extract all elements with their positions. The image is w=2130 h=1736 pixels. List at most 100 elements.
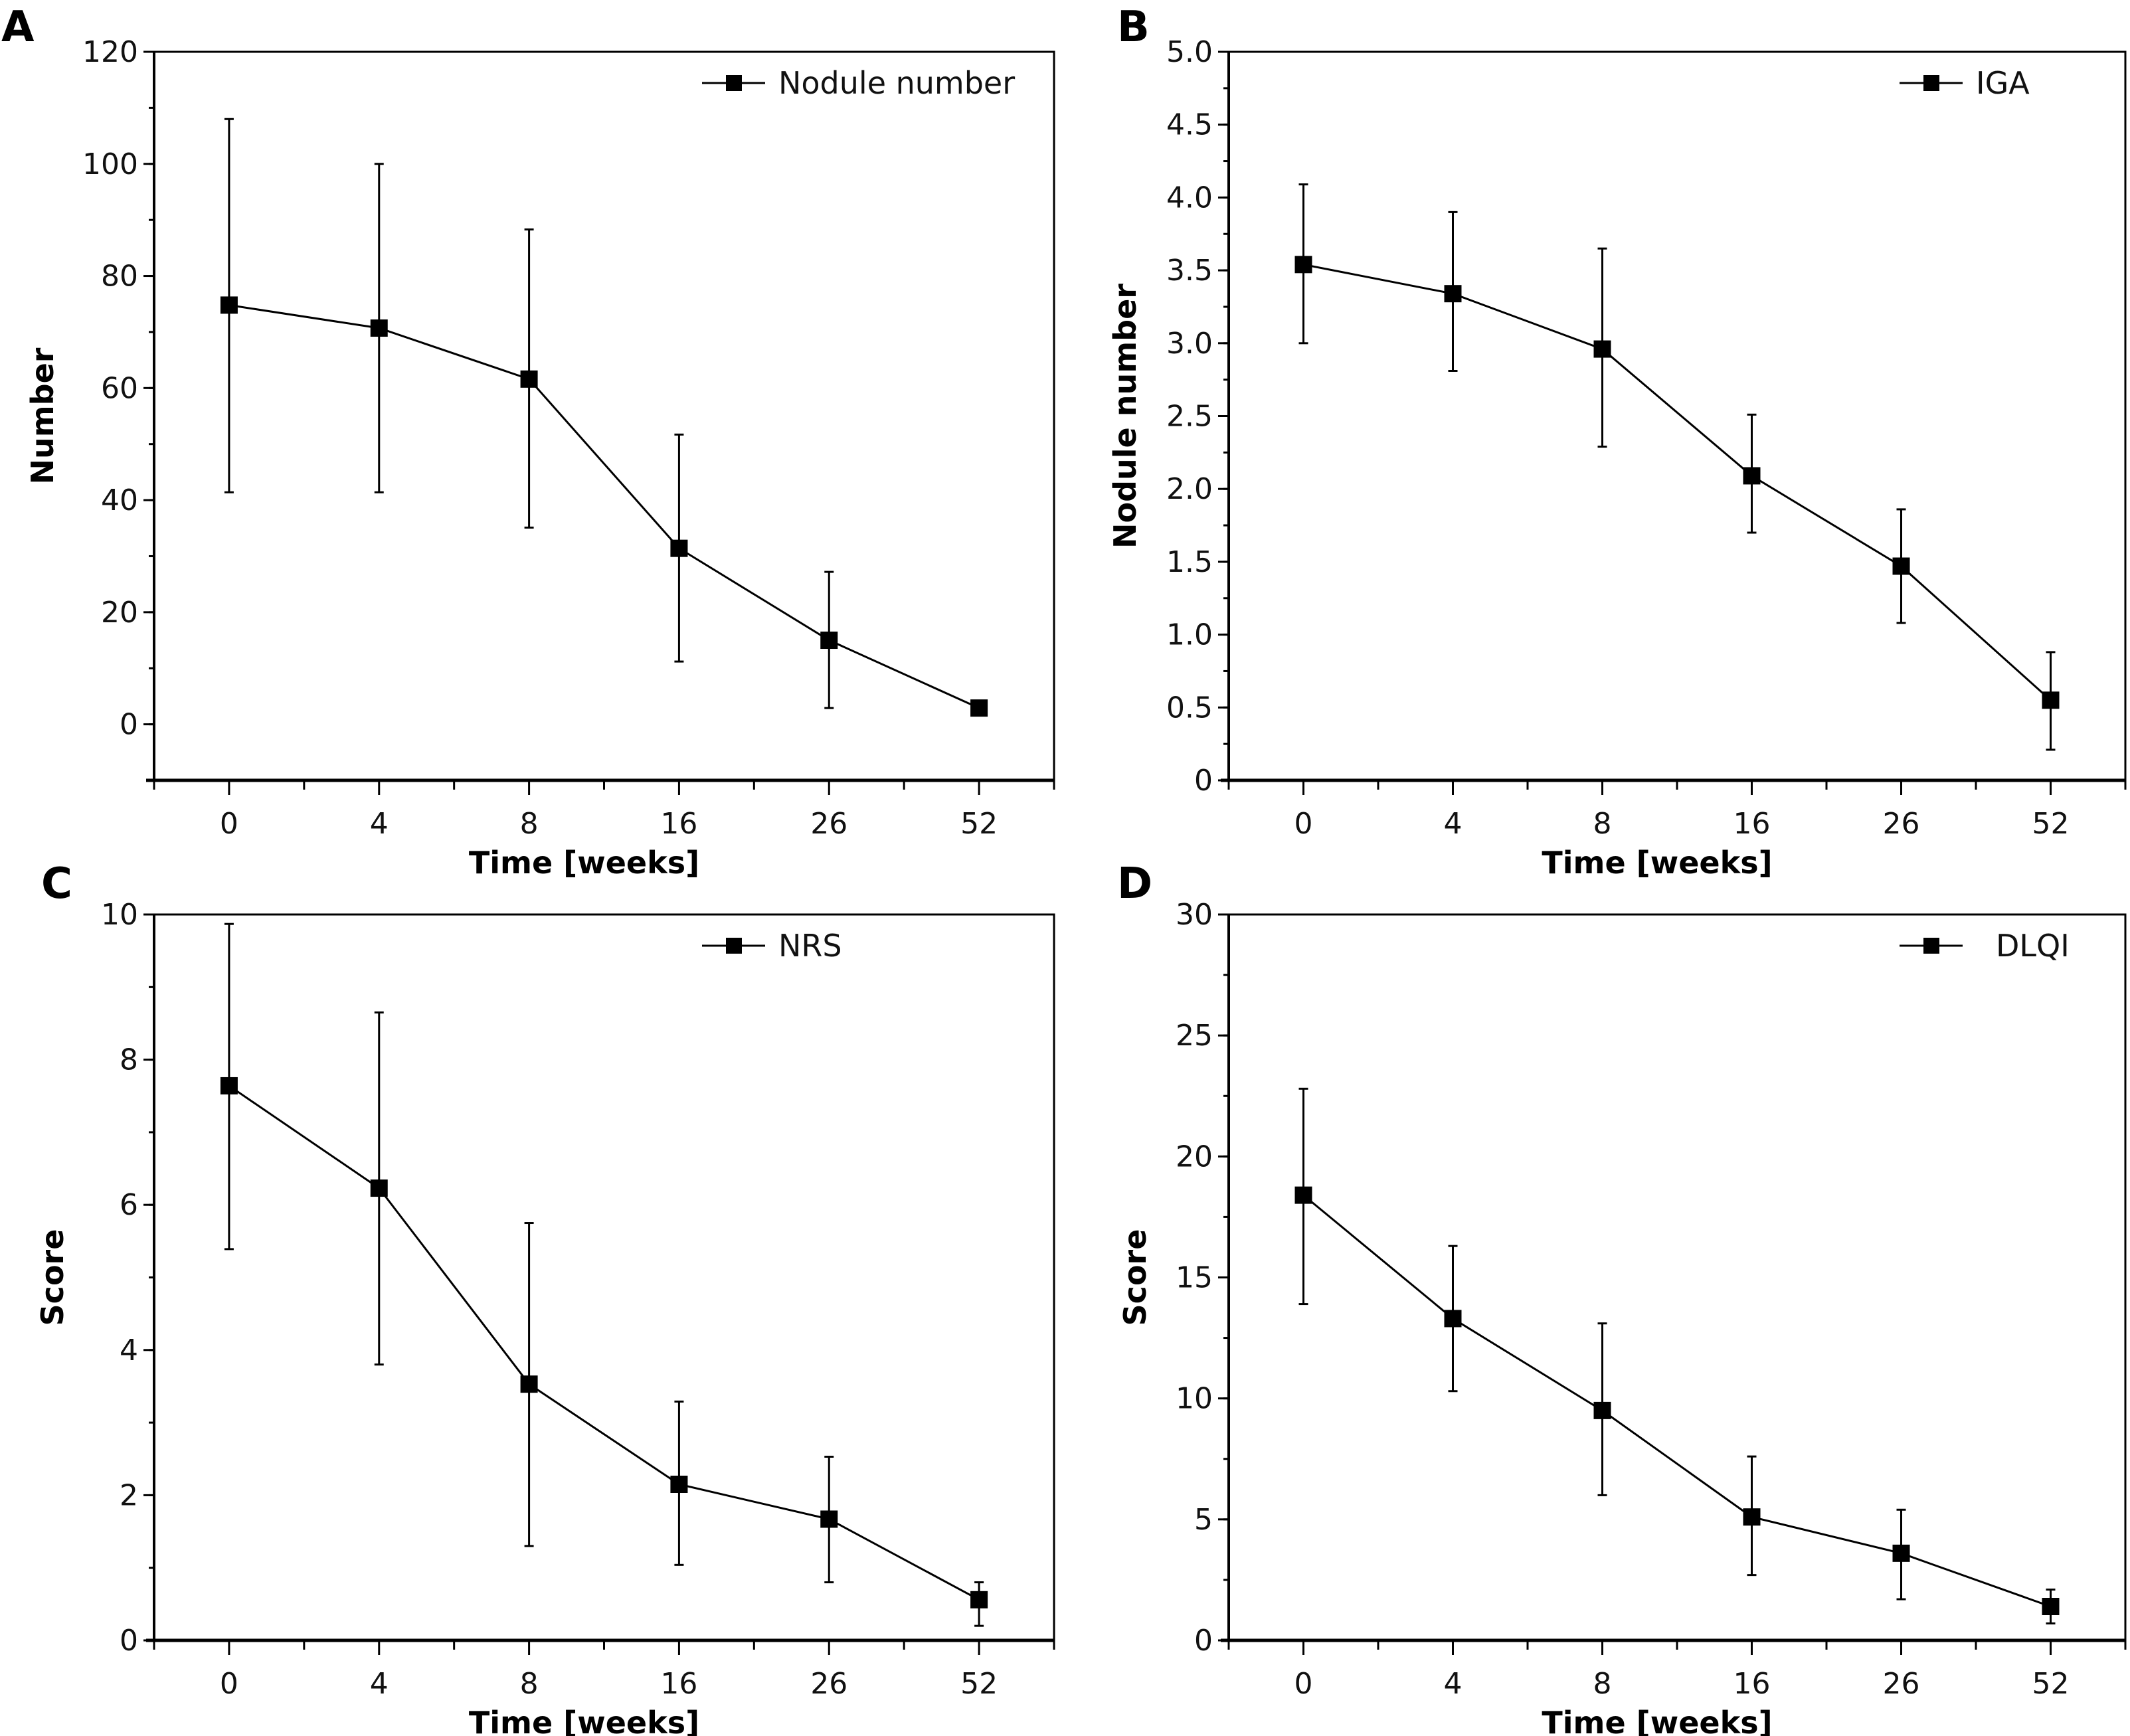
y-tick-label: 2.0 [1166, 472, 1213, 506]
legend-label: Nodule number [778, 65, 1015, 101]
data-point-marker [220, 1077, 238, 1094]
y-tick-label: 15 [1176, 1261, 1213, 1295]
y-tick-label: 10 [101, 898, 138, 932]
x-tick-label: 4 [370, 1667, 389, 1701]
y-tick-label: 120 [82, 35, 138, 69]
data-point-marker [1444, 1310, 1462, 1328]
plot-frame [1227, 50, 2127, 782]
data-point-marker [1444, 285, 1462, 303]
y-tick-label: 4.5 [1166, 108, 1213, 142]
y-tick-label: 0 [120, 1624, 138, 1658]
panel-c: C 0 2 4 6 8 10 0 4 8 16 26 52 Time [weeks] Score NRS [35, 859, 1055, 1736]
x-tick-label: 26 [1883, 807, 1920, 841]
series-line [228, 304, 980, 709]
plot-frame [1227, 913, 2127, 1642]
x-tick-label: 8 [1593, 807, 1612, 841]
x-tick-label: 52 [960, 807, 998, 841]
panel-letter-a: A [1, 3, 35, 52]
panel-a: A 0 20 40 60 80 100 120 0 4 8 16 26 52 Time [weeks] Nu… [1, 3, 1055, 881]
y-axis-title: Score [1117, 1229, 1153, 1326]
data-point-marker [1892, 1544, 1910, 1562]
panel-d: D 0 5 10 15 20 25 30 0 4 8 16 26 52 Time [weeks] Score… [1117, 859, 2127, 1736]
data-point-marker [670, 1476, 688, 1494]
x-tick-label: 0 [220, 1667, 238, 1701]
legend-label: NRS [778, 928, 842, 964]
x-axis-title: Time [weeks] [469, 1705, 699, 1736]
y-axis-title: Score [35, 1229, 70, 1326]
data-point-marker [1593, 1401, 1611, 1419]
y-tick-label: 60 [101, 371, 138, 405]
series-line [1303, 263, 2052, 701]
data-point-marker [2042, 1597, 2060, 1615]
panel-letter-d: D [1117, 859, 1152, 909]
x-tick-label: 4 [1444, 807, 1463, 841]
data-point-marker [1294, 256, 1312, 274]
legend: Nodule number [702, 65, 1015, 101]
x-tick-label: 4 [370, 807, 389, 841]
y-tick-label: 3.5 [1166, 254, 1213, 288]
data-point-marker [670, 539, 688, 557]
y-tick-label: 4.0 [1166, 181, 1213, 215]
x-tick-label: 8 [1593, 1667, 1612, 1701]
y-tick-label: 0.5 [1166, 691, 1213, 725]
y-tick-label: 20 [1176, 1140, 1213, 1173]
legend: IGA [1900, 65, 2030, 101]
y-tick-label: 3.0 [1166, 327, 1213, 361]
data-point-marker [2042, 691, 2060, 709]
legend: NRS [702, 928, 842, 964]
legend-marker [726, 938, 742, 954]
data-point-marker [820, 1510, 838, 1528]
y-tick-label: 5 [1194, 1503, 1213, 1537]
data-point-marker [1593, 340, 1611, 358]
legend-label: IGA [1976, 65, 2030, 101]
y-tick-label: 20 [101, 596, 138, 630]
x-tick-label: 16 [660, 1667, 697, 1701]
x-tick-label: 52 [2032, 807, 2070, 841]
x-axis-title: Time [weeks] [469, 845, 699, 881]
legend-marker [726, 75, 742, 91]
legend-label: DLQI [1996, 928, 2070, 964]
y-axis-title: Number [25, 347, 60, 484]
x-tick-label: 4 [1444, 1667, 1463, 1701]
x-tick-label: 16 [1733, 807, 1771, 841]
y-tick-label: 6 [120, 1188, 138, 1222]
data-point-marker [520, 1375, 538, 1393]
x-tick-label: 52 [2032, 1667, 2070, 1701]
y-tick-label: 1.0 [1166, 618, 1213, 652]
y-tick-label: 5.0 [1166, 35, 1213, 69]
data-point-marker [370, 1179, 388, 1197]
y-tick-label: 8 [120, 1043, 138, 1077]
data-point-marker [1294, 1186, 1312, 1204]
x-tick-label: 16 [1733, 1667, 1771, 1701]
panel-letter-c: C [41, 859, 72, 909]
y-axis-title: Nodule number [1107, 284, 1143, 549]
x-axis-title: Time [weeks] [1542, 1705, 1772, 1736]
x-tick-label: 52 [960, 1667, 998, 1701]
x-tick-label: 26 [1883, 1667, 1920, 1701]
data-point-marker [220, 296, 238, 314]
plot-frame [153, 913, 1055, 1642]
y-tick-label: 1.5 [1166, 545, 1213, 579]
x-tick-label: 26 [810, 1667, 847, 1701]
plot-frame [153, 50, 1055, 782]
y-tick-label: 4 [120, 1334, 138, 1367]
x-axis-title: Time [weeks] [1542, 845, 1772, 881]
legend: DLQI [1900, 928, 2070, 964]
panel-b: B 0 0.5 1.0 1.5 2.0 2.5 3.0 3.5 4.0 4.5 5.0 0 4 8 16 26… [1107, 3, 2127, 881]
data-point-marker [1743, 467, 1761, 485]
panel-letter-b: B [1117, 3, 1150, 52]
y-tick-label: 100 [82, 147, 138, 181]
data-point-marker [520, 370, 538, 388]
y-tick-label: 40 [101, 483, 138, 517]
legend-marker [1923, 938, 1939, 954]
legend-marker [1923, 75, 1939, 91]
x-tick-label: 0 [220, 807, 238, 841]
data-point-marker [970, 699, 988, 717]
y-tick-label: 30 [1176, 898, 1213, 932]
y-tick-label: 80 [101, 260, 138, 294]
y-tick-label: 0 [1194, 1624, 1213, 1658]
x-tick-label: 16 [660, 807, 697, 841]
data-point-marker [370, 319, 388, 337]
data-point-marker [820, 632, 838, 650]
